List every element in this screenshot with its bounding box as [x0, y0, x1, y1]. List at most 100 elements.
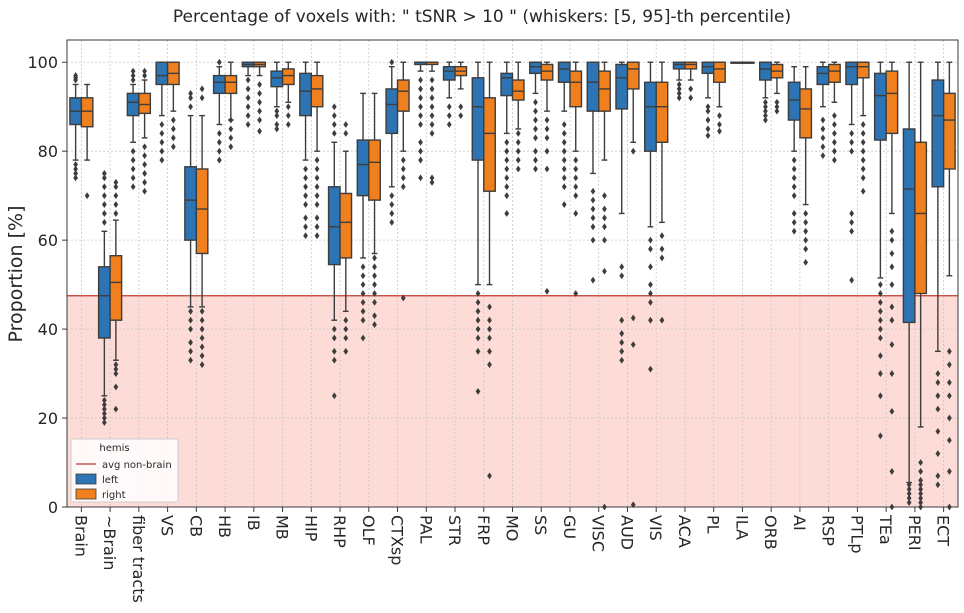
outlier-point: [659, 245, 665, 253]
box-body: [701, 61, 715, 75]
outlier-point: [303, 174, 308, 182]
outlier-point: [159, 130, 165, 137]
outlier-point: [602, 205, 607, 213]
y-tick-label: 20: [38, 409, 58, 428]
series-right: [80, 61, 956, 511]
outlier-point: [487, 316, 492, 324]
outlier-point: [935, 370, 941, 377]
outlier-point: [906, 499, 912, 506]
y-tick-label: 40: [38, 320, 58, 339]
outlier-point: [228, 134, 234, 142]
outlier-point: [648, 263, 653, 271]
outlier-point: [791, 165, 797, 173]
box-left-MO: [500, 61, 514, 217]
x-tick-label: Brain: [71, 515, 90, 557]
outlier-point: [504, 165, 510, 173]
box-body: [155, 61, 169, 86]
outlier-point: [188, 307, 193, 315]
outlier-point: [573, 165, 579, 173]
outlier-point: [487, 325, 492, 333]
outlier-point: [418, 174, 423, 182]
outlier-point: [619, 356, 625, 364]
outlier-point: [199, 325, 205, 333]
x-tick-label: GU: [560, 515, 579, 539]
box-body: [97, 266, 111, 339]
outlier-point: [142, 143, 147, 151]
outlier-point: [101, 170, 107, 177]
outlier-point: [130, 147, 136, 155]
outlier-point: [544, 134, 550, 142]
outlier-point: [878, 432, 883, 440]
outlier-point: [763, 98, 768, 106]
box-body: [902, 128, 916, 324]
outlier-point: [533, 98, 538, 106]
outlier-point: [906, 494, 912, 502]
box-body: [368, 139, 381, 201]
outlier-point: [504, 156, 510, 164]
x-tick-label: FRP: [474, 515, 493, 545]
outlier-point: [159, 156, 165, 164]
outlier-point: [791, 210, 797, 217]
box-right-CTXsp: [396, 61, 410, 302]
box-left-PTLp: [845, 61, 859, 284]
box-right-HIP: [310, 61, 324, 240]
outlier-point: [832, 147, 837, 155]
outlier-point: [343, 325, 349, 333]
outlier-point: [860, 187, 866, 195]
outlier-point: [889, 263, 895, 271]
chart-title: Percentage of voxels with: " tSNR > 10 "…: [173, 7, 791, 27]
x-tick-label: IB: [244, 515, 263, 531]
outlier-point: [791, 218, 797, 226]
x-tick-label: PL: [704, 515, 723, 534]
outlier-point: [257, 81, 262, 88]
box-body: [914, 141, 928, 295]
outlier-point: [113, 405, 119, 413]
box-right-AI: [799, 65, 813, 266]
box-body: [672, 61, 686, 70]
outlier-point: [619, 272, 625, 280]
outlier-point: [170, 143, 176, 151]
outlier-point: [849, 147, 855, 155]
outlier-point: [101, 401, 107, 409]
outlier-point: [113, 370, 119, 377]
outlier-point: [101, 218, 107, 226]
y-tick-label: 80: [38, 142, 58, 161]
outlier-point: [400, 156, 406, 164]
outlier-point: [142, 67, 147, 75]
x-tick-label: ILA: [732, 515, 751, 540]
box-body: [569, 70, 583, 108]
outlier-point: [475, 387, 481, 395]
outlier-point: [832, 138, 837, 146]
x-tick-label: HIP: [301, 515, 320, 542]
outlier-point: [918, 476, 924, 484]
box-body: [442, 65, 456, 81]
outlier-point: [889, 281, 895, 289]
outlier-point: [331, 334, 337, 342]
outlier-point: [188, 356, 193, 364]
outlier-point: [935, 379, 941, 386]
outlier-point: [458, 103, 464, 111]
outlier-point: [544, 147, 550, 155]
outlier-point: [515, 138, 521, 146]
box-left-OLF: [356, 92, 370, 342]
outlier-point: [602, 267, 607, 275]
outlier-point: [389, 201, 395, 208]
outlier-point: [561, 174, 567, 182]
legend-label-left: left: [102, 475, 118, 486]
outlier-point: [188, 94, 193, 102]
box-body: [356, 139, 370, 197]
outlier-point: [199, 94, 205, 102]
outlier-point: [429, 174, 435, 182]
outlier-point: [475, 334, 481, 342]
box-right-Brain: [80, 83, 94, 200]
box-body: [529, 61, 542, 75]
x-tick-label: PAL: [416, 515, 435, 544]
outlier-point: [303, 214, 308, 222]
series-left: [69, 58, 945, 506]
outlier-point: [360, 290, 366, 297]
x-tick-label: VS: [158, 515, 177, 536]
outlier-point: [257, 116, 262, 124]
box-body: [873, 72, 887, 141]
box-body: [212, 74, 226, 95]
